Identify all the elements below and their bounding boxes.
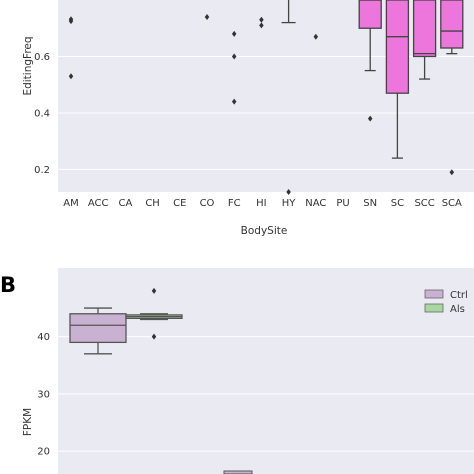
- x-tick-label: SCA: [442, 198, 462, 209]
- y-ticks-a: 0.2 0.4 0.6: [34, 52, 50, 176]
- outlier-point: [231, 98, 237, 105]
- x-tick-label: SC: [391, 198, 404, 209]
- y-tick-label: 20: [37, 447, 50, 458]
- x-tick-label: CH: [145, 198, 160, 209]
- y-tick-label: 30: [37, 389, 50, 400]
- box: [69, 307, 127, 355]
- panel-letter: B: [0, 273, 16, 297]
- x-tick-label: HY: [282, 198, 297, 209]
- box: [412, 0, 437, 80]
- legend-swatch: [424, 303, 444, 313]
- box-body: [412, 0, 437, 58]
- y-tick-label: 40: [37, 332, 50, 343]
- x-ticks-a: AM ACC CA CH CE CO FC HI HY NAC PU SN SC SCC SCA: [63, 198, 462, 209]
- x-tick-label: ACC: [88, 198, 109, 209]
- box-body: [385, 0, 410, 94]
- editing-freq-chart: 0.2 0.4 0.6 AM ACC CA CH CE CO FC HI HY NAC PU SN SC SC…: [22, 0, 474, 237]
- box-body: [358, 0, 382, 29]
- outlier-point: [231, 53, 237, 60]
- outlier-point: [68, 18, 74, 25]
- outlier-point: [367, 115, 373, 122]
- outliers-a: [68, 13, 455, 195]
- box: [385, 0, 410, 159]
- outlier-point: [313, 33, 319, 40]
- x-tick-label: PU: [336, 198, 349, 209]
- outlier-point: [151, 333, 157, 340]
- y-ticks-b: 20 30 40: [37, 332, 50, 457]
- x-tick-label: NAC: [305, 198, 326, 209]
- y-axis-label-b: FPKM: [22, 408, 34, 436]
- x-tick-label: SN: [363, 198, 377, 209]
- legend-label: Als: [450, 304, 465, 315]
- outlier-point: [204, 13, 210, 20]
- outlier-point: [449, 169, 455, 176]
- box: [358, 0, 382, 72]
- y-axis-label-a: EditingFreq: [22, 36, 34, 95]
- outlier-point: [286, 189, 291, 195]
- x-tick-label: CA: [118, 198, 132, 209]
- x-tick-label: SCC: [414, 198, 434, 209]
- outlier-point: [259, 22, 264, 29]
- outlier-point: [259, 16, 264, 23]
- plot-area-a: [58, 0, 474, 192]
- y-tick-label: 0.4: [34, 108, 50, 119]
- boxes-a: [281, 0, 464, 159]
- x-tick-label: CO: [200, 198, 215, 209]
- legend-b: Ctrl Als: [424, 289, 468, 315]
- y-tick-label: 0.2: [34, 165, 50, 176]
- outlier-point: [231, 30, 237, 37]
- x-tick-label: HI: [256, 198, 266, 209]
- partial-box-bottom: [223, 470, 253, 474]
- y-tick-label: 0.6: [34, 52, 50, 63]
- x-tick-label: CE: [173, 198, 186, 209]
- outlier-point: [151, 287, 157, 294]
- partial-box: [281, 0, 296, 24]
- box-body: [69, 313, 127, 344]
- grid-b: [58, 336, 474, 452]
- fpkm-chart: B 20 30 40 FPKM Ctrl Als: [0, 268, 474, 474]
- x-tick-label: AM: [63, 198, 78, 209]
- legend-swatch: [424, 289, 444, 299]
- box: [125, 313, 183, 321]
- boxes-b: [69, 307, 183, 355]
- box-body: [440, 0, 464, 49]
- outliers-b: [151, 287, 157, 340]
- plot-area-b: [58, 268, 474, 474]
- legend-label: Ctrl: [450, 290, 468, 301]
- x-tick-label: FC: [228, 198, 241, 209]
- x-axis-label-a: BodySite: [241, 225, 288, 237]
- box: [440, 0, 464, 55]
- outlier-point: [68, 73, 74, 80]
